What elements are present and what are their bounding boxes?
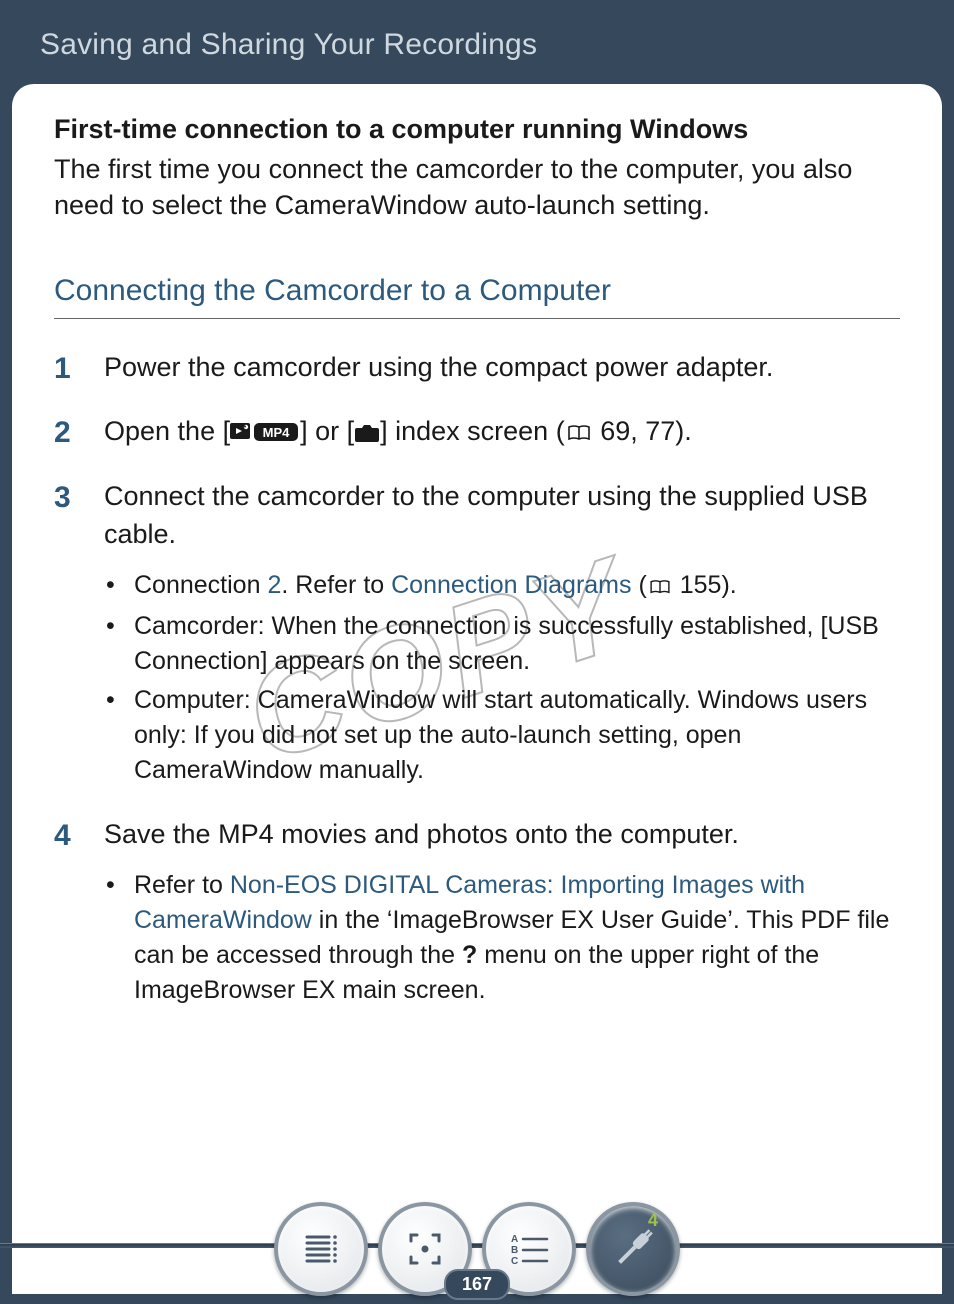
text-fragment: Connect the camcorder to the computer us… <box>104 481 868 549</box>
step-number: 3 <box>54 478 104 792</box>
bullet-marker: • <box>104 609 134 679</box>
bullet: • Refer to Non-EOS DIGITAL Cameras: Impo… <box>104 868 900 1008</box>
bullet-marker: • <box>104 683 134 788</box>
step-text: Connect the camcorder to the computer us… <box>104 478 900 792</box>
step-text: Power the camcorder using the compact po… <box>104 349 900 390</box>
text-fragment: Save the MP4 movies and photos onto the … <box>104 819 739 849</box>
plug-icon <box>608 1224 658 1274</box>
page-header: Saving and Sharing Your Recordings <box>0 0 954 84</box>
steps-list: 1 Power the camcorder using the compact … <box>54 349 900 1012</box>
step-number: 1 <box>54 349 104 390</box>
text-fragment: Open the [ <box>104 416 230 446</box>
page-number: 167 <box>444 1269 510 1300</box>
step-text: Open the [ MP4 ] or [ ] index screen ( 69, … <box>104 413 900 454</box>
step-4: 4 Save the MP4 movies and photos onto th… <box>54 816 900 1012</box>
bullet-marker: • <box>104 568 134 605</box>
step-text: Save the MP4 movies and photos onto the … <box>104 816 900 1012</box>
step-2: 2 Open the [ MP4 ] or [ ] index screen ( 69… <box>54 413 900 454</box>
text-fragment: Computer: CameraWindow will start automa… <box>134 683 900 788</box>
photo-icon <box>354 416 380 454</box>
intro-text: The first time you connect the camcorder… <box>54 151 900 224</box>
movie-mp4-icon: MP4 <box>230 416 300 454</box>
book-icon <box>649 570 671 605</box>
connector-badge: 4 <box>648 1210 658 1231</box>
question-mark: ? <box>462 941 477 969</box>
text-fragment: Refer to <box>134 871 230 899</box>
intro-heading: First-time connection to a computer runn… <box>54 114 900 145</box>
svg-text:C: C <box>511 1256 518 1267</box>
text-fragment: ] index screen ( <box>380 416 565 446</box>
bullet-marker: • <box>104 868 134 1008</box>
expand-icon <box>403 1227 447 1271</box>
svg-text:A: A <box>511 1234 518 1245</box>
section-title: Connecting the Camcorder to a Computer <box>54 274 900 319</box>
bullet: • Camcorder: When the connection is succ… <box>104 609 900 679</box>
step-number: 2 <box>54 413 104 454</box>
connector-button[interactable]: 4 <box>586 1202 680 1296</box>
svg-text:B: B <box>511 1245 518 1256</box>
text-fragment: Connection <box>134 571 267 599</box>
link-connection-diagrams[interactable]: Connection Diagrams <box>391 571 631 599</box>
text-fragment: ] or [ <box>300 416 354 446</box>
step-1: 1 Power the camcorder using the compact … <box>54 349 900 390</box>
text-fragment: . Refer to <box>281 571 391 599</box>
book-icon <box>567 415 591 453</box>
text-fragment: Camcorder: When the connection is succes… <box>134 609 900 679</box>
bullet: • Connection 2. Refer to Connection Diag… <box>104 568 900 605</box>
step-3: 3 Connect the camcorder to the computer … <box>54 478 900 792</box>
header-title: Saving and Sharing Your Recordings <box>40 28 914 62</box>
page-ref[interactable]: 155). <box>673 571 737 599</box>
index-icon: ABC <box>505 1227 553 1271</box>
toc-button[interactable] <box>274 1202 368 1296</box>
svg-text:MP4: MP4 <box>263 425 291 440</box>
link-connection-2[interactable]: 2 <box>267 571 281 599</box>
page-ref[interactable]: 69, 77). <box>593 416 692 446</box>
text-fragment: ( <box>632 571 647 599</box>
page-card: COPY First-time connection to a computer… <box>12 84 942 1294</box>
step-number: 4 <box>54 816 104 1012</box>
toc-icon <box>299 1227 343 1271</box>
bullet: • Computer: CameraWindow will start auto… <box>104 683 900 788</box>
